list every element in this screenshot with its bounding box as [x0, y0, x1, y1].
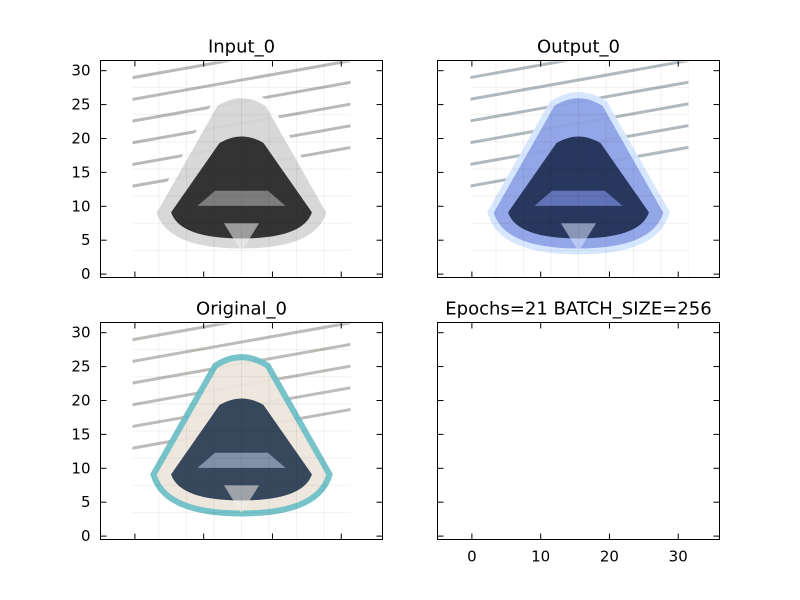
subplot-2: Output_0 [437, 37, 720, 278]
axes-root: Input_0 0 5 10 15 20 25 30 Output_0 Original_0 0 5 1… [71, 37, 720, 566]
y-tick-label: 30 [71, 324, 90, 342]
boat-seat [197, 190, 286, 206]
y-tick-label: 25 [71, 358, 90, 376]
y-tick-label: 0 [81, 527, 91, 545]
subplot-title: Input_0 [208, 37, 275, 58]
y-tick-label: 30 [71, 62, 90, 80]
subplot-1: Input_0 0 5 10 15 20 25 30 [71, 37, 383, 283]
boat-interior [171, 136, 312, 239]
x-tick-label: 10 [531, 548, 550, 566]
boat-interior [508, 136, 649, 239]
y-tick-label: 20 [71, 129, 90, 147]
orig-image [132, 323, 351, 540]
y-tick-label: 15 [71, 163, 90, 181]
subplot-title: Epochs=21 BATCH_SIZE=256 [445, 299, 711, 320]
axes-frame [437, 60, 720, 278]
dock-plank-line [470, 61, 689, 101]
subplot-title: Original_0 [196, 299, 287, 320]
y-tick-label: 10 [71, 197, 90, 215]
x-tick-label: 20 [600, 548, 619, 566]
subplot-3: Original_0 0 5 10 15 20 25 30 [71, 299, 383, 545]
dock-plank-line [132, 61, 351, 101]
axes-frame [100, 60, 383, 278]
y-tick-label: 5 [81, 493, 91, 511]
y-tick-label: 25 [71, 96, 90, 114]
boat-bow-highlight [560, 223, 597, 252]
boat-bow-highlight [223, 223, 260, 252]
dock-plank-line [132, 61, 233, 80]
y-tick-label: 10 [71, 459, 90, 477]
in-image [132, 61, 351, 278]
boat-bow-highlight [223, 485, 260, 514]
x-tick-label: 30 [669, 548, 688, 566]
axes-frame [100, 322, 383, 540]
boat-seat [197, 452, 286, 468]
boat-seat [534, 190, 623, 206]
dock-plank-line [132, 323, 233, 342]
subplot-title: Output_0 [537, 37, 620, 58]
x-tick-label: 0 [467, 548, 477, 566]
dock-plank-line [470, 61, 570, 80]
y-tick-label: 15 [71, 425, 90, 443]
axes-frame [437, 322, 720, 540]
boat-interior [171, 398, 312, 501]
y-tick-label: 0 [81, 265, 91, 283]
y-tick-label: 20 [71, 391, 90, 409]
subplot-4: Epochs=21 BATCH_SIZE=256 0 10 20 30 [437, 299, 720, 566]
y-tick-label: 5 [81, 231, 91, 249]
out-image [470, 61, 689, 278]
dock-plank-line [132, 323, 351, 363]
